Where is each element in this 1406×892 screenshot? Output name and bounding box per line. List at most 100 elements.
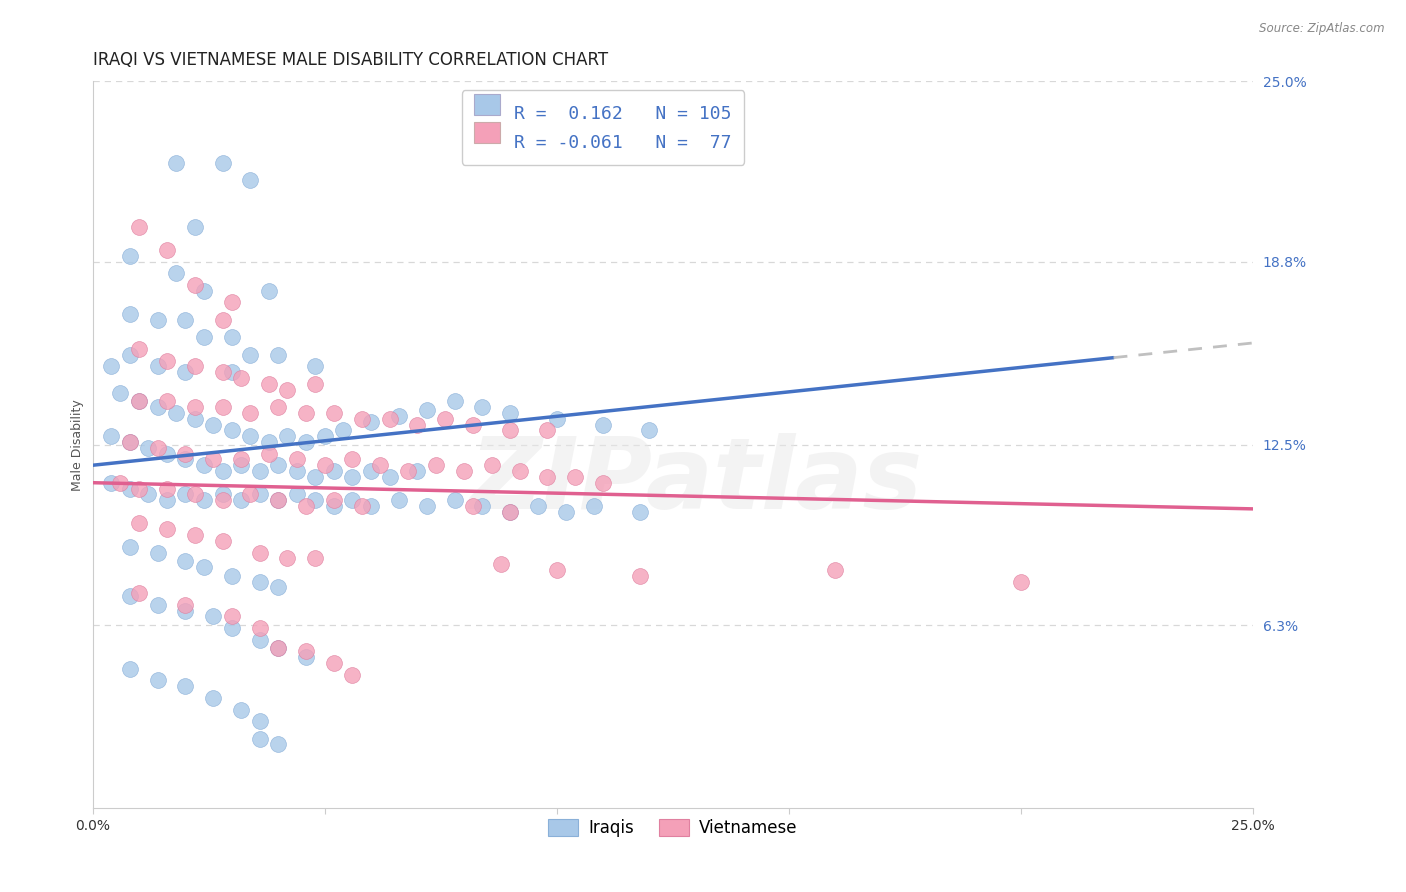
Point [229,371,252,385]
Point [211,487,233,501]
Point [350,411,373,425]
Point [267,493,290,508]
Point [304,359,326,374]
Point [183,411,205,425]
Point [592,417,614,432]
Point [314,429,336,443]
Point [174,313,197,327]
Point [425,458,447,473]
Point [463,417,485,432]
Point [322,499,344,513]
Point [489,557,512,571]
Point [128,482,150,496]
Point [378,411,401,425]
Point [239,406,262,420]
Point [156,353,179,368]
Point [110,385,132,400]
Point [396,464,419,478]
Point [239,487,262,501]
Point [509,464,531,478]
Point [638,423,661,437]
Point [406,417,429,432]
Point [276,383,298,397]
Point [118,435,141,450]
Point [285,452,308,467]
Point [267,581,290,595]
Point [342,470,364,484]
Point [257,435,280,450]
Point [128,219,150,234]
Point [118,348,141,362]
Text: Source: ZipAtlas.com: Source: ZipAtlas.com [1260,22,1385,36]
Point [546,563,568,577]
Point [118,435,141,450]
Point [118,662,141,676]
Point [229,702,252,716]
Point [499,406,522,420]
Point [156,482,179,496]
Point [174,447,197,461]
Point [276,551,298,566]
Point [202,690,225,705]
Point [174,679,197,693]
Point [165,406,187,420]
Point [118,482,141,496]
Point [174,604,197,618]
Point [378,470,401,484]
Point [267,738,290,752]
Point [174,452,197,467]
Point [183,219,205,234]
Point [128,342,150,356]
Point [415,499,437,513]
Point [229,493,252,508]
Point [546,411,568,425]
Point [267,641,290,656]
Point [100,429,122,443]
Point [221,365,243,379]
Point [304,470,326,484]
Point [156,493,179,508]
Point [221,295,243,310]
Point [221,568,243,582]
Point [202,452,225,467]
Point [295,644,318,658]
Point [257,376,280,391]
Point [183,359,205,374]
Point [555,505,578,519]
Point [211,533,233,548]
Point [342,493,364,508]
Point [146,673,169,688]
Point [156,243,179,257]
Point [211,464,233,478]
Point [146,400,169,414]
Point [304,493,326,508]
Point [174,365,197,379]
Point [536,470,558,484]
Point [229,458,252,473]
Point [193,560,215,574]
Point [527,499,550,513]
Point [304,376,326,391]
Point [471,499,494,513]
Point [118,307,141,321]
Point [628,568,651,582]
Point [211,400,233,414]
Point [183,277,205,292]
Point [295,650,318,665]
Point [249,714,271,729]
Point [202,417,225,432]
Point [257,447,280,461]
Point [165,266,187,280]
Point [368,458,391,473]
Point [118,249,141,263]
Point [249,487,271,501]
Point [211,313,233,327]
Point [592,475,614,490]
Point [388,493,411,508]
Point [276,429,298,443]
Point [1010,574,1032,589]
Point [628,505,651,519]
Point [295,406,318,420]
Point [183,400,205,414]
Point [193,458,215,473]
